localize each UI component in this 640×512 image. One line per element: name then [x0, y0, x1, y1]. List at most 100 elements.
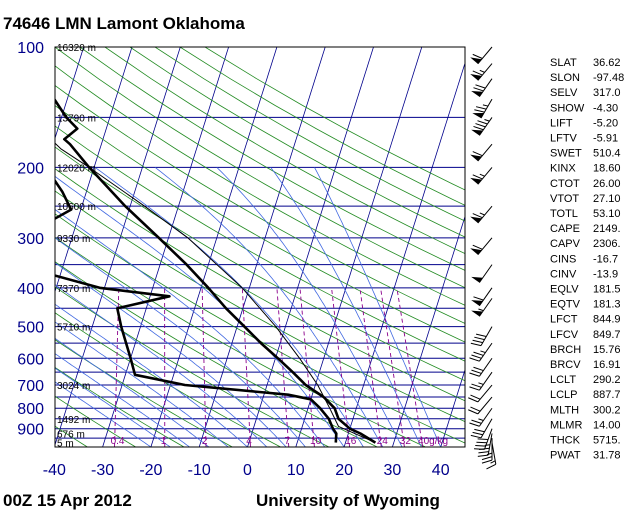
wind-barb: [472, 98, 493, 119]
index-value: 53.10: [593, 208, 621, 220]
dry-adiabat: [55, 168, 465, 402]
moist-adiabat: [55, 175, 345, 447]
index-value: -16.7: [593, 253, 618, 265]
index-value: 18.60: [593, 163, 621, 175]
index-name: LCLP: [550, 389, 578, 401]
dry-adiabat: [55, 339, 233, 447]
plot-area: 16320 m 13790 m 12020 m 10600 m 9330 m 7370 m…: [54, 43, 466, 450]
wind-barb: [470, 205, 493, 224]
index-value: 181.5: [593, 284, 621, 296]
index-name: VTOT: [550, 193, 579, 205]
dry-adiabat: [55, 146, 465, 382]
index-name: SLON: [550, 72, 580, 84]
wind-barb: [469, 357, 493, 377]
index-name: SWET: [550, 148, 582, 160]
moist-adiabat: [55, 321, 229, 447]
wind-barb: [470, 63, 493, 81]
wind-barb: [477, 433, 493, 457]
dry-adiabat: [129, 47, 465, 238]
moist-adiabat: [94, 167, 364, 447]
mixing-ratio-labels: 0.4 1 2 4 7 10 16 24 32 40g/kg: [111, 436, 448, 447]
height-label: 16320 m: [57, 43, 96, 54]
index-name: CAPV: [550, 238, 581, 250]
wind-barb: [470, 326, 493, 347]
moist-adiabat: [216, 167, 403, 447]
index-value: 2306.: [593, 238, 621, 250]
index-name: LCLT: [550, 374, 576, 386]
height-label: 9330 m: [57, 234, 90, 245]
wind-barb: [470, 46, 493, 65]
index-value: -4.30: [593, 102, 618, 114]
temperature-tick-label: -40: [43, 462, 66, 479]
background-grid: [55, 47, 465, 447]
temperature-axis: -40 -30 -20 -10 0 10 20 30 40: [43, 462, 450, 479]
height-label: 5710 m: [57, 323, 90, 334]
index-name: SHOW: [550, 102, 585, 114]
index-value: -97.48: [593, 72, 624, 84]
index-name: BRCH: [550, 344, 581, 356]
dry-adiabat: [55, 312, 281, 447]
moist-adiabat: [154, 167, 384, 447]
dewpoint-profile: [55, 178, 338, 443]
moist-adiabat: [55, 337, 210, 447]
mixing-ratio-line: [114, 287, 120, 447]
mixing-ratio-line: [380, 287, 405, 447]
dry-adiabat: [55, 395, 136, 447]
pressure-tick-label: 900: [17, 422, 44, 439]
mixing-ratio-line: [331, 287, 351, 447]
chart-title: 74646 LMN Lamont Oklahoma: [3, 14, 245, 33]
index-value: -5.20: [593, 117, 618, 129]
dry-adiabat: [55, 261, 378, 447]
wind-barb: [469, 407, 493, 427]
pressure-tick-label: 600: [17, 351, 44, 368]
dry-adiabat: [55, 286, 330, 447]
mixing-ratio-line: [276, 287, 290, 447]
wind-barb: [474, 428, 493, 450]
dry-adiabat: [55, 47, 465, 289]
mixing-ratio-label: 40g/kg: [418, 436, 448, 447]
pressure-tick-label: 200: [17, 160, 44, 177]
index-name: CTOT: [550, 178, 580, 190]
index-value: 27.10: [593, 193, 621, 205]
observation-time: 00Z 15 Apr 2012: [3, 491, 132, 510]
index-value: 15.76: [593, 344, 621, 356]
mixing-ratio-label: 10: [310, 436, 322, 447]
isotherm-line: [343, 61, 465, 447]
sounding-profiles: [55, 97, 377, 444]
index-value: 16.91: [593, 359, 621, 371]
temperature-tick-label: 30: [384, 462, 402, 479]
moist-adiabat: [55, 262, 287, 447]
wind-barb: [471, 298, 493, 317]
index-name: LFCV: [550, 329, 579, 341]
index-name: SLAT: [550, 57, 577, 69]
mixing-ratio-line: [359, 287, 382, 447]
moist-adiabat: [270, 167, 422, 447]
dry-adiabat: [55, 366, 185, 447]
mixing-ratio-label: 24: [377, 436, 389, 447]
pressure-tick-label: 400: [17, 281, 44, 298]
isotherm-line: [198, 47, 326, 447]
wind-barb: [486, 442, 497, 470]
index-value: 300.2: [593, 404, 621, 416]
wind-barb: [471, 264, 493, 283]
pressure-tick-label: 500: [17, 320, 44, 337]
wind-barb: [468, 396, 493, 415]
moist-adiabat: [55, 381, 152, 447]
index-name: MLMR: [550, 419, 582, 431]
index-name: CAPE: [550, 223, 580, 235]
mixing-ratio-label: 16: [345, 436, 357, 447]
index-name: EQLV: [550, 284, 579, 296]
index-name: TOTL: [550, 208, 578, 220]
temperature-tick-label: -20: [139, 462, 162, 479]
index-name: THCK: [550, 435, 581, 447]
dry-adiabat: [154, 47, 465, 222]
mixing-ratio-line: [201, 287, 207, 447]
height-label: 1492 m: [57, 415, 90, 426]
index-name: BRCV: [550, 359, 581, 371]
wind-barb: [470, 237, 493, 256]
mixing-ratio-line: [299, 287, 315, 447]
index-value: 849.7: [593, 329, 621, 341]
wind-barb: [469, 371, 493, 391]
isotherm-line: [440, 368, 465, 447]
